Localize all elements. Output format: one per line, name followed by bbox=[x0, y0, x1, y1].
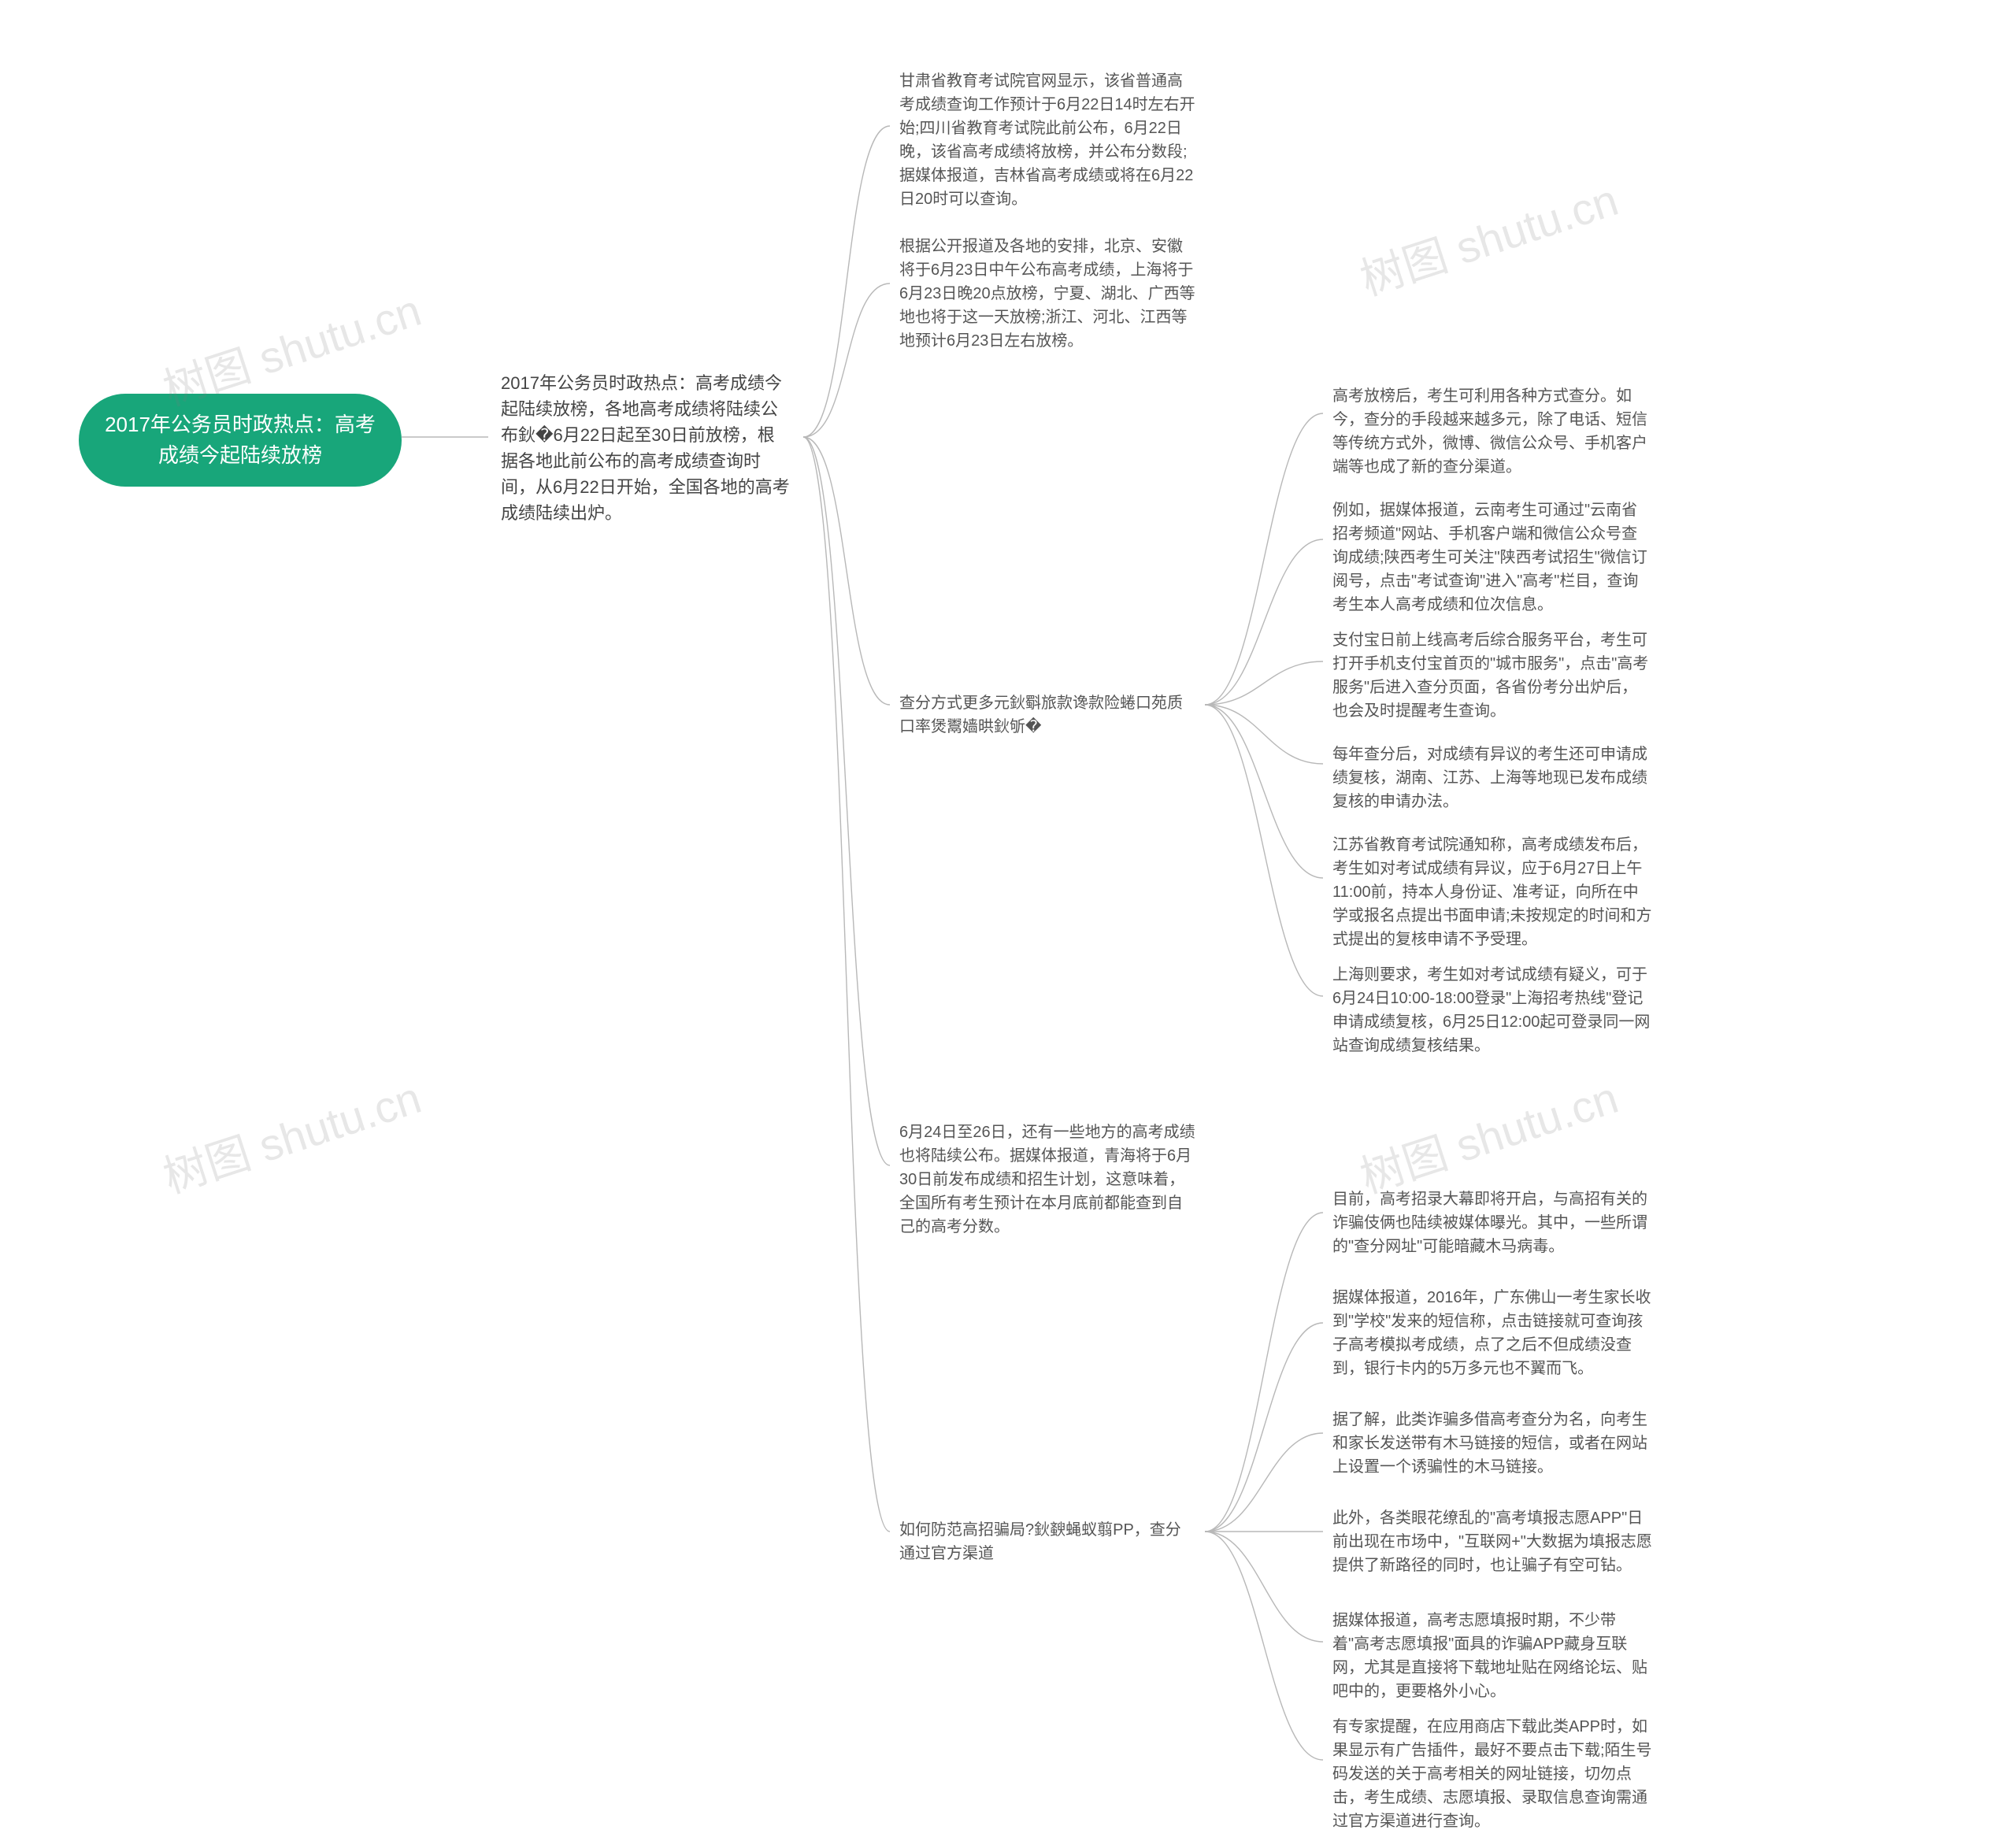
mindmap-level3-node: 上海则要求，考生如对考试成绩有疑义，可于6月24日10:00-18:00登录"上… bbox=[1323, 957, 1662, 1064]
mindmap-level2-node: 如何防范高招骗局?鈥斔蝇蚁翦PP，查分通过官方渠道 bbox=[890, 1512, 1205, 1572]
mindmap-level3-node: 有专家提醒，在应用商店下载此类APP时，如果显示有广告插件，最好不要点击下载;陌… bbox=[1323, 1709, 1662, 1839]
watermark-text: 树图 shutu.cn bbox=[1351, 165, 1625, 309]
watermark-text: 树图 shutu.cn bbox=[154, 1063, 428, 1206]
mindmap-level1: 2017年公务员时政热点：高考成绩今起陆续放榜，各地高考成绩将陆续公布鈥�6月2… bbox=[488, 362, 803, 534]
mindmap-level3-node: 每年查分后，对成绩有异议的考生还可申请成绩复核，湖南、江苏、上海等地现已发布成绩… bbox=[1323, 736, 1662, 820]
mindmap-level3-node: 江苏省教育考试院通知称，高考成绩发布后，考生如对考试成绩有异议，应于6月27日上… bbox=[1323, 827, 1662, 958]
mindmap-level3-node: 例如，据媒体报道，云南考生可通过"云南省招考频道"网站、手机客户端和微信公众号查… bbox=[1323, 492, 1662, 623]
mindmap-level2-node: 查分方式更多元鈥斣旅款谗款险蜷口苑质口率煲鬻嫱晎鈥斪� bbox=[890, 685, 1205, 745]
mindmap-level2-node: 6月24日至26日，还有一些地方的高考成绩也将陆续公布。据媒体报道，青海将于6月… bbox=[890, 1114, 1205, 1245]
mindmap-level3-node: 据媒体报道，高考志愿填报时期，不少带着"高考志愿填报"面具的诈骗APP藏身互联网… bbox=[1323, 1602, 1662, 1710]
mindmap-root: 2017年公务员时政热点：高考成绩今起陆续放榜 bbox=[79, 394, 402, 487]
mindmap-level2-node: 甘肃省教育考试院官网显示，该省普通高考成绩查询工作预计于6月22日14时左右开始… bbox=[890, 63, 1205, 217]
mindmap-level3-node: 据媒体报道，2016年，广东佛山一考生家长收到"学校"发来的短信称，点击链接就可… bbox=[1323, 1280, 1662, 1387]
mindmap-level3-node: 此外，各类眼花缭乱的"高考填报志愿APP"日前出现在市场中，"互联网+"大数据为… bbox=[1323, 1500, 1662, 1584]
mindmap-level3-node: 高考放榜后，考生可利用各种方式查分。如今，查分的手段越来越多元，除了电话、短信等… bbox=[1323, 378, 1662, 485]
mindmap-level3-node: 目前，高考招录大幕即将开启，与高招有关的诈骗伎俩也陆续被媒体曝光。其中，一些所谓… bbox=[1323, 1181, 1662, 1265]
mindmap-level2-node: 根据公开报道及各地的安排，北京、安徽将于6月23日中午公布高考成绩，上海将于6月… bbox=[890, 228, 1205, 359]
mindmap-level3-node: 据了解，此类诈骗多借高考查分为名，向考生和家长发送带有木马链接的短信，或者在网站… bbox=[1323, 1402, 1662, 1485]
mindmap-level3-node: 支付宝日前上线高考后综合服务平台，考生可打开手机支付宝首页的"城市服务"，点击"… bbox=[1323, 622, 1662, 729]
